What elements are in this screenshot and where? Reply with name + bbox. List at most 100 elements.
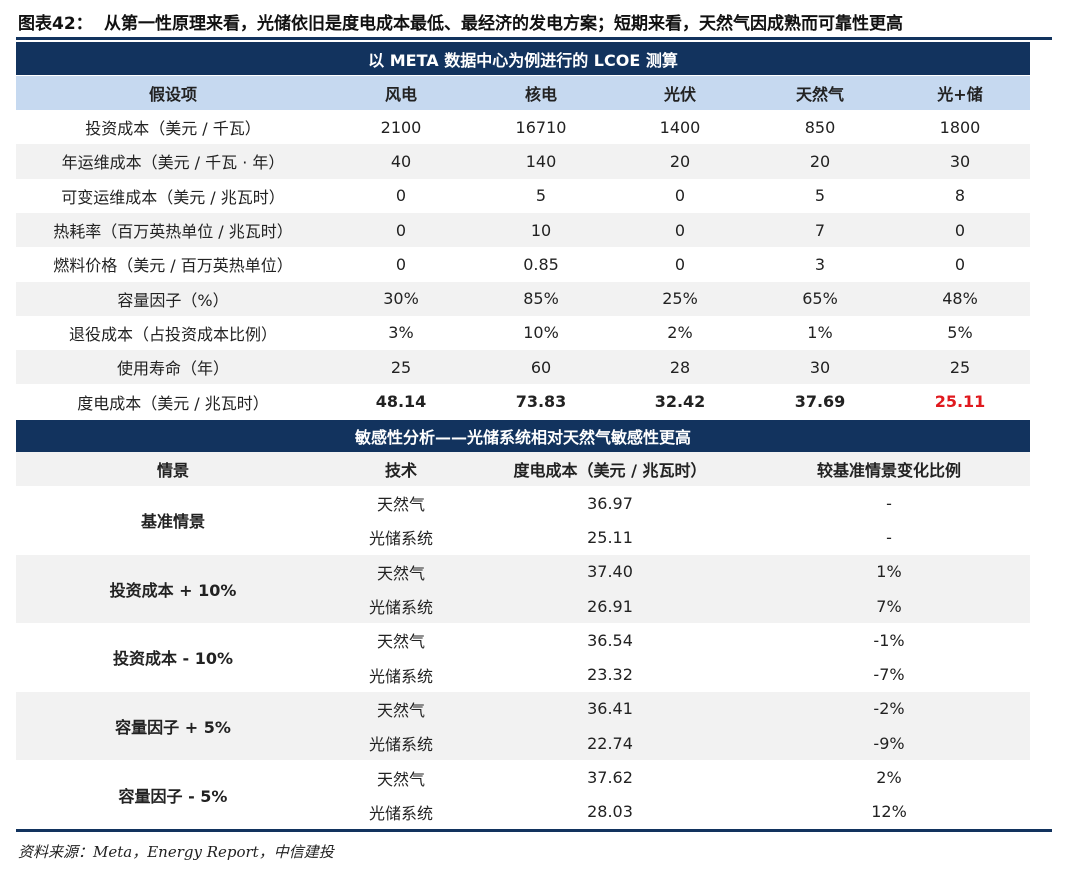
cell-value: 40 <box>390 151 412 171</box>
table-row <box>16 212 1030 248</box>
column-header: 较基准情景变化比例 <box>816 461 961 480</box>
cell-value: 0 <box>674 186 686 206</box>
cell-value: 2% <box>667 323 693 343</box>
cell-value: 28 <box>669 357 691 377</box>
cell-value: - <box>886 527 892 547</box>
row-label: 使用寿命（年） <box>116 359 229 379</box>
cell-value: 光储系统 <box>368 735 433 755</box>
cell-value: 5 <box>535 186 547 206</box>
row-label: 热耗率（百万英热单位 / 兆瓦时） <box>53 222 293 242</box>
cell-value: 25% <box>662 289 698 309</box>
cell-value: 1% <box>876 562 902 582</box>
cell-value: 32.42 <box>654 392 706 412</box>
row-label: 容量因子（%） <box>117 290 229 310</box>
cell-value: 36.54 <box>587 630 633 650</box>
scenario-label: 容量因子 - 5% <box>118 786 228 806</box>
scenario-label: 基准情景 <box>140 512 205 532</box>
scenario-group <box>16 691 1030 761</box>
cell-value: 12% <box>871 802 907 822</box>
header-row <box>16 452 1030 486</box>
cell-value: 5 <box>814 186 826 206</box>
scenario-group <box>16 486 1030 555</box>
figure-title: 从第一性原理来看，光储依旧是度电成本最低、最经济的发电方案；短期来看，天然气因成… <box>104 13 903 34</box>
cell-value: 16710 <box>515 117 567 137</box>
cell-value: 天然气 <box>376 495 425 515</box>
row-label: 度电成本（美元 / 兆瓦时） <box>77 393 269 413</box>
table-row <box>16 110 1030 145</box>
column-header: 光+储 <box>937 85 983 104</box>
cell-value: 140 <box>525 151 557 171</box>
scenario-label: 容量因子 + 5% <box>115 718 231 738</box>
cell-value: 7 <box>814 220 826 240</box>
cell-value: 0 <box>674 220 686 240</box>
cell-value: 0 <box>954 220 966 240</box>
cell-value: 3% <box>388 323 414 343</box>
section-header: 敏感性分析——光储系统相对天然气敏感性更高 <box>16 420 1030 452</box>
header-row <box>16 76 1030 110</box>
row-label: 燃料价格（美元 / 百万英热单位） <box>53 256 293 276</box>
column-header: 度电成本（美元 / 兆瓦时） <box>513 461 707 480</box>
cell-value: 30 <box>949 151 971 171</box>
cell-value: 1400 <box>659 117 701 137</box>
cell-value: 天然气 <box>376 769 425 789</box>
cell-value: 25.11 <box>587 527 633 547</box>
source: 资料来源：Meta，Energy Report，中信建投 <box>18 842 334 861</box>
cell-value: 65% <box>802 289 838 309</box>
cell-value: 37.69 <box>794 392 846 412</box>
cell-value: -7% <box>873 665 905 685</box>
table-row <box>16 144 1030 179</box>
cell-value: -9% <box>873 733 905 753</box>
cell-value: 2100 <box>380 117 422 137</box>
cell-value: 天然气 <box>376 700 425 720</box>
cell-value: 30% <box>383 289 419 309</box>
cell-value: 36.41 <box>587 699 633 719</box>
cell-value: 20 <box>809 151 831 171</box>
table-row <box>16 178 1030 213</box>
cell-value: 10 <box>530 220 552 240</box>
cell-value: 23.32 <box>587 665 633 685</box>
cell-value: 0 <box>395 186 407 206</box>
cell-value: 3 <box>814 254 826 274</box>
scenario-label: 投资成本 - 10% <box>112 649 234 669</box>
table-row <box>16 315 1030 351</box>
section-header: 以 META 数据中心为例进行的 LCOE 测算 <box>16 42 1030 75</box>
cell-value: -1% <box>873 630 905 650</box>
cell-value: 2% <box>876 768 902 788</box>
cell-value: 0 <box>395 254 407 274</box>
column-header: 天然气 <box>795 85 844 104</box>
column-header: 情景 <box>156 461 189 480</box>
cell-value: 光储系统 <box>368 529 433 549</box>
row-label: 退役成本（占投资成本比例） <box>68 324 277 344</box>
figure-label: 图表42： <box>18 13 93 34</box>
cell-value: 48.14 <box>375 392 427 412</box>
cell-value: 1% <box>807 323 833 343</box>
cell-value: 0 <box>395 220 407 240</box>
column-header: 假设项 <box>148 85 197 104</box>
column-header: 核电 <box>524 85 557 104</box>
cell-value: 0 <box>674 254 686 274</box>
scenario-group <box>16 554 1030 624</box>
cell-value: 天然气 <box>376 563 425 583</box>
cell-value: 28.03 <box>587 802 633 822</box>
cell-value: 85% <box>523 289 559 309</box>
cell-value: 37.62 <box>587 768 633 788</box>
cell-value: 26.91 <box>587 596 633 616</box>
scenario-group <box>16 760 1030 829</box>
cell-value: 1800 <box>939 117 981 137</box>
scenario-label: 投资成本 + 10% <box>109 580 237 600</box>
cell-value: 25.11 <box>934 392 986 412</box>
cell-value: 73.83 <box>515 392 567 412</box>
cell-value: 光储系统 <box>368 803 433 823</box>
table-row <box>16 247 1030 282</box>
cell-value: 850 <box>804 117 836 137</box>
cell-value: 36.97 <box>587 493 633 513</box>
table-row <box>16 384 1030 419</box>
table-row <box>16 281 1030 316</box>
cell-value: 48% <box>942 289 978 309</box>
cell-value: 0 <box>954 254 966 274</box>
cell-value: -2% <box>873 699 905 719</box>
cell-value: 25 <box>949 357 971 377</box>
cell-value: 5% <box>947 323 973 343</box>
cell-value: 22.74 <box>587 733 633 753</box>
